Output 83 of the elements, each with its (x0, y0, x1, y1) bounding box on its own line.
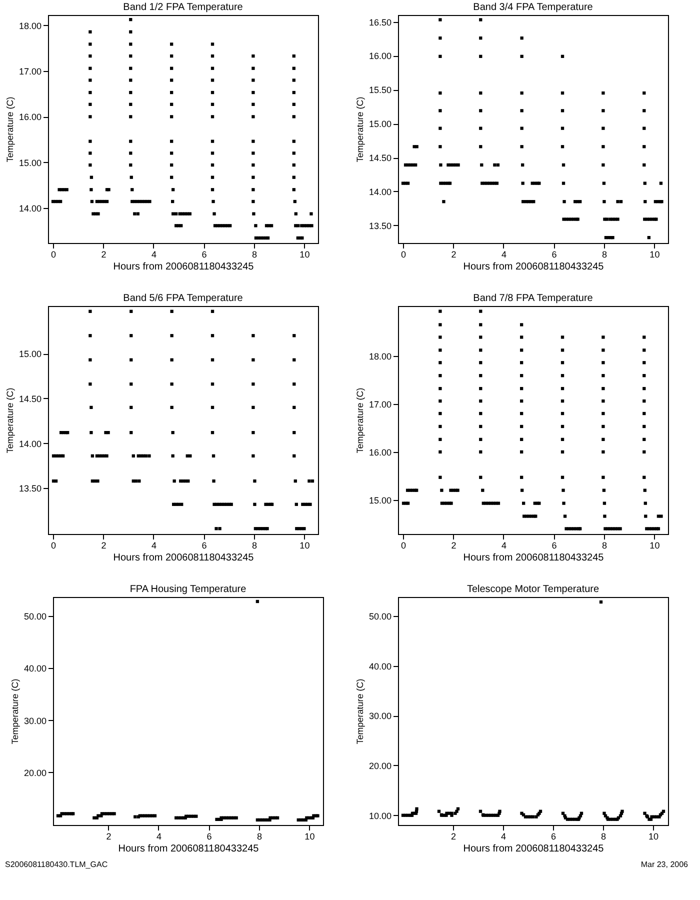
y-tick-label: 14.50 (368, 153, 392, 163)
y-tick-label: 30.00 (24, 716, 46, 726)
x-tick-label: 2 (450, 832, 456, 842)
x-tick-label: 4 (151, 250, 156, 260)
x-tick-label: 8 (252, 540, 257, 550)
y-tick-label: 16.00 (368, 447, 392, 458)
y-tick-label: 14.00 (368, 186, 392, 197)
x-tick-label: 2 (106, 832, 112, 842)
y-tick-label: 20.00 (24, 768, 46, 778)
y-tick-label: 16.00 (18, 112, 42, 122)
x-tick-label: 2 (451, 250, 456, 260)
x-tick-label: 10 (650, 540, 660, 550)
y-tick-label: 18.00 (18, 20, 42, 31)
x-tick-label: 4 (151, 540, 156, 550)
y-axis-title: Temperature (C) (354, 678, 365, 744)
x-axis-title: Hours from 2006081180433245 (463, 552, 604, 564)
x-axis-title: Hours from 2006081180433245 (463, 844, 604, 854)
x-axis-title: Hours from 2006081180433245 (113, 552, 254, 564)
y-tick-label: 18.00 (368, 351, 392, 362)
x-tick-label: 8 (602, 250, 607, 260)
y-tick-label: 15.00 (368, 119, 392, 130)
y-tick-label: 40.00 (368, 661, 392, 672)
x-tick-label: 8 (602, 540, 607, 550)
y-axis-title: Temperature (C) (10, 678, 20, 744)
chart-title: Band 1/2 FPA Temperature (123, 2, 244, 13)
x-tick-label: 4 (501, 250, 506, 260)
x-tick-label: 0 (51, 250, 56, 260)
x-tick-label: 10 (650, 250, 660, 260)
x-tick-label: 6 (552, 540, 557, 550)
y-tick-label: 15.50 (368, 85, 392, 96)
x-tick-label: 8 (600, 832, 606, 842)
x-axis-title: Hours from 2006081180433245 (113, 262, 254, 272)
chart-title: FPA Housing Temperature (130, 584, 247, 595)
x-tick-label: 2 (101, 540, 106, 550)
y-tick-label: 16.50 (368, 17, 392, 28)
x-axis-title: Hours from 2006081180433245 (463, 262, 604, 272)
x-tick-label: 2 (451, 540, 456, 550)
y-axis-title: Temperature (C) (354, 388, 365, 454)
x-tick-label: 6 (202, 250, 207, 260)
x-tick-label: 0 (401, 250, 406, 260)
y-tick-label: 15.00 (368, 495, 392, 506)
x-tick-label: 10 (300, 540, 310, 550)
x-tick-label: 6 (202, 540, 207, 550)
x-tick-label: 0 (51, 540, 56, 550)
text: Mar 23, 2006 (640, 860, 689, 869)
x-tick-label: 4 (500, 832, 506, 842)
y-tick-label: 16.00 (368, 51, 392, 62)
chart-title: Band 7/8 FPA Temperature (473, 293, 594, 304)
y-axis-title: Temperature (C) (4, 96, 15, 162)
y-axis-title: Temperature (C) (354, 96, 365, 162)
text: S2006081180430.TLM_GAC (5, 860, 108, 869)
y-tick-label: 50.00 (24, 612, 46, 622)
x-tick-label: 10 (648, 832, 659, 842)
y-tick-label: 40.00 (24, 664, 46, 674)
y-tick-label: 50.00 (368, 611, 392, 622)
x-axis-title: Hours from 2006081180433245 (118, 844, 260, 854)
y-tick-label: 13.50 (18, 484, 42, 494)
x-tick-label: 4 (156, 832, 162, 842)
x-tick-label: 6 (552, 250, 557, 260)
x-tick-label: 2 (101, 250, 106, 260)
y-tick-label: 17.00 (18, 66, 42, 77)
y-tick-label: 15.00 (18, 349, 42, 360)
x-tick-label: 0 (401, 540, 406, 550)
y-tick-label: 14.50 (18, 394, 42, 404)
x-tick-label: 6 (206, 832, 212, 842)
chart-title: Band 5/6 FPA Temperature (123, 293, 244, 304)
y-tick-label: 20.00 (368, 760, 392, 771)
x-tick-label: 8 (256, 832, 262, 842)
y-tick-label: 30.00 (368, 711, 392, 722)
y-tick-label: 14.00 (18, 438, 42, 449)
chart-title: Band 3/4 FPA Temperature (473, 2, 594, 13)
x-tick-label: 8 (252, 250, 257, 260)
x-tick-label: 4 (501, 540, 506, 550)
y-tick-label: 10.00 (368, 810, 392, 821)
y-tick-label: 17.00 (368, 399, 392, 410)
y-tick-label: 14.00 (18, 203, 42, 214)
chart-title: Telescope Motor Temperature (466, 584, 600, 595)
x-tick-label: 6 (550, 832, 556, 842)
x-tick-label: 10 (304, 832, 315, 842)
x-tick-label: 10 (300, 250, 310, 260)
y-axis-title: Temperature (C) (4, 388, 15, 454)
y-tick-label: 15.00 (18, 158, 42, 168)
y-tick-label: 13.50 (368, 220, 392, 231)
